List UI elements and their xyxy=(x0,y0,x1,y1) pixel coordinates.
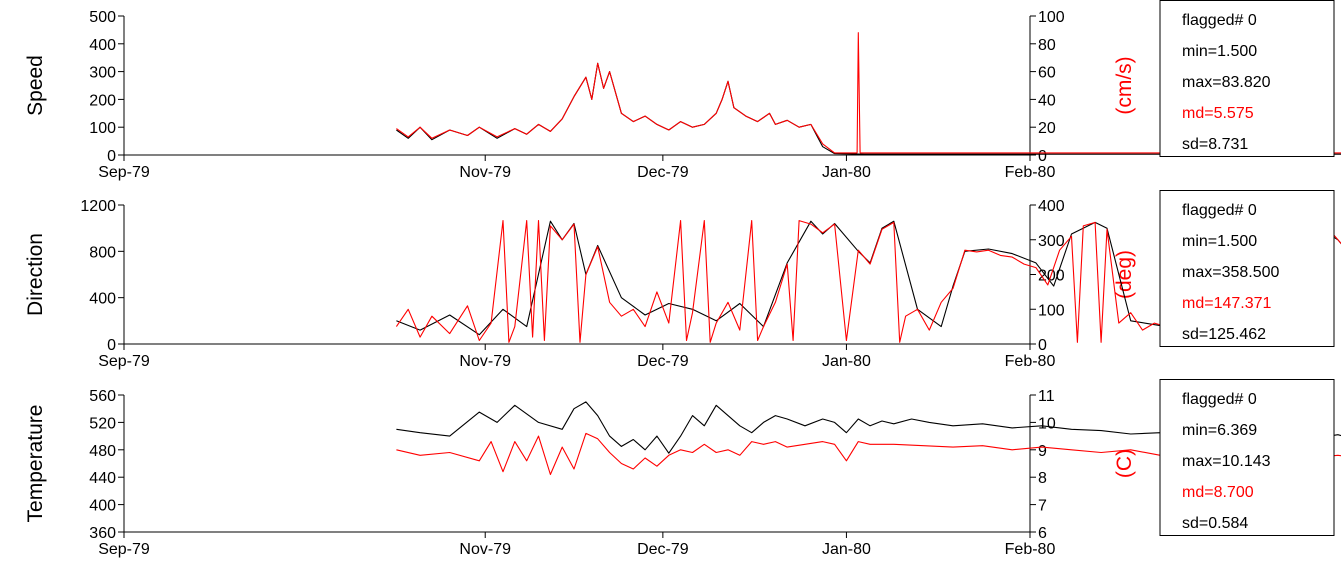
y-tick-label: 0 xyxy=(107,337,116,354)
x-tick-label: Feb-80 xyxy=(1005,353,1056,370)
x-tick-label: Sep-79 xyxy=(98,164,150,181)
x-tick-label: Dec-79 xyxy=(637,164,689,181)
x-tick-label: Jan-80 xyxy=(822,541,871,558)
panel-3: 360 400 440 480 520 560 6 7 8 9 10 11 Sep-79 Nov-79 De… xyxy=(24,379,1341,558)
stats-sd: sd=8.731 xyxy=(1182,136,1248,153)
stats-box xyxy=(1159,379,1335,536)
y-tick-label: 440 xyxy=(89,470,116,487)
y-tick-label: 560 xyxy=(89,388,116,405)
y2-axis-title: (deg) xyxy=(1113,250,1136,299)
stats-min: min=6.369 xyxy=(1182,422,1257,439)
y2-tick-label: 8 xyxy=(1038,470,1047,487)
x-tick-label: Jan-80 xyxy=(822,164,871,181)
stats-max: max=358.500 xyxy=(1182,264,1280,281)
stats-box xyxy=(1159,190,1335,347)
y2-tick-label: 100 xyxy=(1038,9,1065,26)
x-tick-label: Feb-80 xyxy=(1005,164,1056,181)
stats-md: md=8.700 xyxy=(1182,484,1254,501)
y-tick-label: 800 xyxy=(89,244,116,261)
x-tick-label: Nov-79 xyxy=(459,541,511,558)
y2-tick-label: 6 xyxy=(1038,525,1047,542)
y2-tick-label: 20 xyxy=(1038,120,1056,137)
stats-min: min=1.500 xyxy=(1182,233,1257,250)
y2-tick-label: 300 xyxy=(1038,233,1065,250)
y2-tick-label: 10 xyxy=(1038,415,1056,432)
x-tick-label: Jan-80 xyxy=(822,353,871,370)
x-tick-label: Sep-79 xyxy=(98,353,150,370)
y2-tick-label: 9 xyxy=(1038,443,1047,460)
y-tick-label: 400 xyxy=(89,37,116,54)
y2-tick-label: 400 xyxy=(1038,198,1065,215)
x-tick-label: Feb-80 xyxy=(1005,541,1056,558)
y2-axis-title: (cm/s) xyxy=(1113,56,1136,114)
stats-md: md=147.371 xyxy=(1182,295,1272,312)
x-tick-label: Sep-79 xyxy=(98,541,150,558)
stats-flagged: flagged# 0 xyxy=(1182,202,1257,219)
y-axis-title: Direction xyxy=(24,233,47,316)
series-line-red xyxy=(396,432,1341,476)
series-line-black xyxy=(396,220,1341,336)
y-tick-label: 520 xyxy=(89,415,116,432)
series-line-black xyxy=(396,401,1341,454)
y-axis-title: Temperature xyxy=(24,405,47,523)
series-line-red xyxy=(396,32,1341,154)
y2-tick-label: 0 xyxy=(1038,148,1047,165)
y-tick-label: 100 xyxy=(89,120,116,137)
y-tick-label: 1200 xyxy=(80,198,116,215)
x-tick-label: Dec-79 xyxy=(637,541,689,558)
stats-box xyxy=(1159,0,1335,157)
y2-tick-label: 100 xyxy=(1038,302,1065,319)
stats-md: md=5.575 xyxy=(1182,105,1254,122)
stats-sd: sd=0.584 xyxy=(1182,515,1248,532)
y2-tick-label: 80 xyxy=(1038,37,1056,54)
y2-tick-label: 7 xyxy=(1038,498,1047,515)
y-tick-label: 0 xyxy=(107,148,116,165)
stats-flagged: flagged# 0 xyxy=(1182,12,1257,29)
panel-1: 0 100 200 300 400 500 0 20 40 60 80 100 Sep-79 Nov-79… xyxy=(24,0,1341,181)
y-tick-label: 400 xyxy=(89,498,116,515)
stats-max: max=10.143 xyxy=(1182,453,1271,470)
y2-axis-title: (C) xyxy=(1113,449,1136,478)
stats-flagged: flagged# 0 xyxy=(1182,391,1257,408)
y-tick-label: 500 xyxy=(89,9,116,26)
y-tick-label: 480 xyxy=(89,443,116,460)
y-tick-label: 400 xyxy=(89,291,116,308)
stats-sd: sd=125.462 xyxy=(1182,326,1266,343)
y2-tick-label: 11 xyxy=(1038,388,1055,405)
y2-tick-label: 0 xyxy=(1038,337,1047,354)
y2-tick-label: 60 xyxy=(1038,65,1056,82)
x-tick-label: Nov-79 xyxy=(459,164,511,181)
y2-tick-label: 40 xyxy=(1038,92,1056,109)
y-tick-label: 300 xyxy=(89,65,116,82)
y-axis-title: Speed xyxy=(24,55,47,116)
stats-max: max=83.820 xyxy=(1182,74,1271,91)
x-tick-label: Dec-79 xyxy=(637,353,689,370)
x-tick-label: Nov-79 xyxy=(459,353,511,370)
stats-min: min=1.500 xyxy=(1182,43,1257,60)
y-tick-label: 360 xyxy=(89,525,116,542)
y-tick-label: 200 xyxy=(89,92,116,109)
